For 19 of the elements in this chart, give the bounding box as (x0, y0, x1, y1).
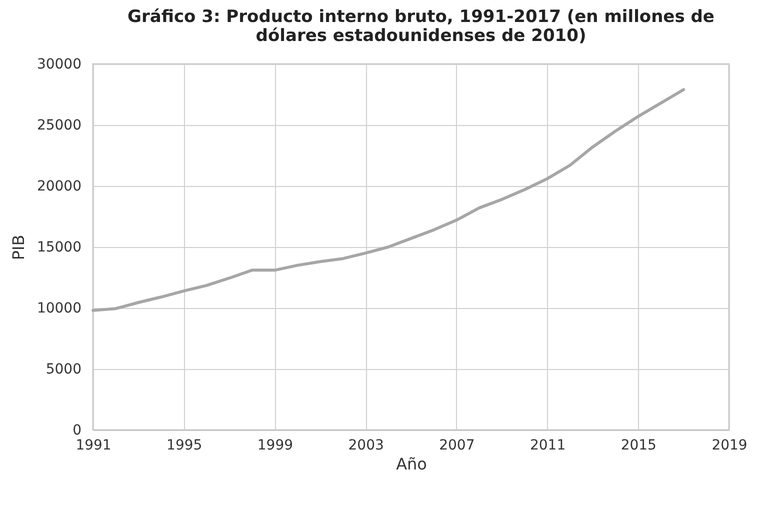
x-tick-label: 1991 (76, 438, 112, 454)
x-axis-title: Año (396, 454, 427, 474)
x-tick-label: 1995 (166, 438, 202, 454)
y-tick-label: 5000 (46, 362, 82, 378)
y-tick-label: 30000 (36, 56, 82, 72)
line-series (92, 88, 686, 312)
x-tick-label: 1999 (257, 438, 294, 454)
y-tick-label: 10000 (36, 300, 82, 316)
x-tick-label: 2011 (530, 438, 566, 454)
x-tick-label: 2019 (712, 438, 748, 454)
y-tick-label: 20000 (36, 178, 82, 194)
y-axis-title: PIB (8, 234, 28, 260)
y-tick-label: 15000 (36, 240, 82, 256)
x-tick-label: 2007 (439, 438, 475, 454)
y-tick-label: 0 (72, 422, 82, 438)
chart-title: Gráfico 3: Producto interno bruto, 1991-2017 (en millones de dólares estadounidenses de 2010) (128, 7, 714, 46)
x-tick-label: 2003 (348, 438, 384, 454)
x-tick-label: 2015 (620, 438, 656, 454)
y-tick-label: 25000 (36, 118, 82, 134)
